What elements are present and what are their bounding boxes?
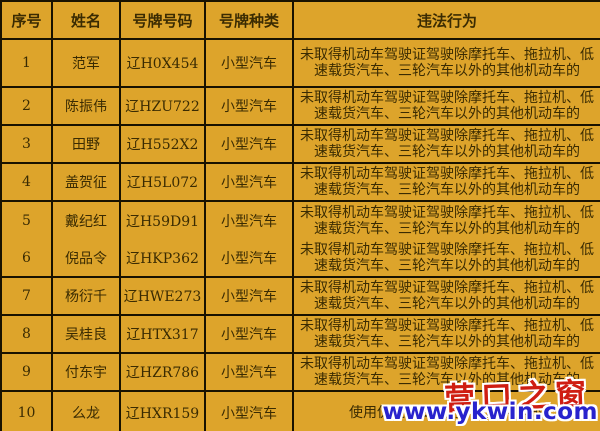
table-header-row: 序号 姓名 号牌号码 号牌种类 违法行为 <box>0 0 600 40</box>
cell-violation: 未取得机动车驾驶证驾驶除摩托车、拖拉机、低速载货汽车、三轮汽车以外的其他机动车的 <box>292 162 600 202</box>
table-row: 1 范军 辽H0X454 小型汽车 未取得机动车驾驶证驾驶除摩托车、拖拉机、低速… <box>0 38 600 88</box>
cell-name: 杨衍千 <box>51 276 121 316</box>
cell-plate: 辽HXR159 <box>119 390 206 431</box>
cell-name: 陈振伟 <box>51 86 121 126</box>
cell-name: 吴桂良 <box>51 314 121 354</box>
cell-violation: 未取得机动车驾驶证驾驶除摩托车、拖拉机、低速载货汽车、三轮汽车以外的其他机动车的 <box>292 314 600 354</box>
cell-name: 戴纪红 <box>51 200 121 239</box>
cell-no: 8 <box>0 314 53 354</box>
table-row: 6 倪品令 辽HKP362 小型汽车 未取得机动车驾驶证驾驶除摩托车、拖拉机、低… <box>0 239 600 278</box>
cell-violation: 未取得机动车驾驶证驾驶除摩托车、拖拉机、低速载货汽车、三轮汽车以外的其他机动车的 <box>292 276 600 316</box>
table-row: 7 杨衍千 辽HWE273 小型汽车 未取得机动车驾驶证驾驶除摩托车、拖拉机、低… <box>0 276 600 316</box>
cell-plate: 辽HWE273 <box>119 276 206 316</box>
cell-no: 4 <box>0 162 53 202</box>
cell-violation: 使用伪造、变造的机动车号牌的 <box>292 390 600 431</box>
cell-violation: 未取得机动车驾驶证驾驶除摩托车、拖拉机、低速载货汽车、三轮汽车以外的其他机动车的 <box>292 86 600 126</box>
cell-no: 2 <box>0 86 53 126</box>
cell-plate-type: 小型汽车 <box>204 86 294 126</box>
cell-name: 付东宇 <box>51 352 121 392</box>
column-header-plate-type: 号牌种类 <box>204 0 294 40</box>
cell-violation: 未取得机动车驾驶证驾驶除摩托车、拖拉机、低速载货汽车、三轮汽车以外的其他机动车的 <box>292 239 600 278</box>
table-row: 9 付东宇 辽HZR786 小型汽车 未取得机动车驾驶证驾驶除摩托车、拖拉机、低… <box>0 352 600 392</box>
table-row: 8 吴桂良 辽HTX317 小型汽车 未取得机动车驾驶证驾驶除摩托车、拖拉机、低… <box>0 314 600 354</box>
cell-violation: 未取得机动车驾驶证驾驶除摩托车、拖拉机、低速载货汽车、三轮汽车以外的其他机动车的 <box>292 38 600 88</box>
cell-plate-type: 小型汽车 <box>204 124 294 164</box>
cell-plate-type: 小型汽车 <box>204 276 294 316</box>
cell-no: 1 <box>0 38 53 88</box>
column-header-plate: 号牌号码 <box>119 0 206 40</box>
cell-plate-type: 小型汽车 <box>204 390 294 431</box>
cell-plate: 辽HTX317 <box>119 314 206 354</box>
cell-plate-type: 小型汽车 <box>204 200 294 239</box>
cell-violation: 未取得机动车驾驶证驾驶除摩托车、拖拉机、低速载货汽车、三轮汽车以外的其他机动车的 <box>292 200 600 239</box>
cell-plate-type: 小型汽车 <box>204 162 294 202</box>
cell-plate: 辽HZU722 <box>119 86 206 126</box>
cell-no: 10 <box>0 390 53 431</box>
column-header-violation: 违法行为 <box>292 0 600 40</box>
cell-no: 3 <box>0 124 53 164</box>
cell-plate: 辽H552X2 <box>119 124 206 164</box>
cell-name: 么龙 <box>51 390 121 431</box>
table-row: 2 陈振伟 辽HZU722 小型汽车 未取得机动车驾驶证驾驶除摩托车、拖拉机、低… <box>0 86 600 126</box>
cell-plate-type: 小型汽车 <box>204 314 294 354</box>
table-row: 3 田野 辽H552X2 小型汽车 未取得机动车驾驶证驾驶除摩托车、拖拉机、低速… <box>0 124 600 164</box>
cell-name: 田野 <box>51 124 121 164</box>
cell-plate-type: 小型汽车 <box>204 239 294 278</box>
cell-name: 倪品令 <box>51 239 121 278</box>
cell-no: 5 <box>0 200 53 239</box>
cell-plate-type: 小型汽车 <box>204 352 294 392</box>
table-row: 10 么龙 辽HXR159 小型汽车 使用伪造、变造的机动车号牌的 <box>0 390 600 431</box>
cell-plate: 辽H0X454 <box>119 38 206 88</box>
cell-plate: 辽HKP362 <box>119 239 206 278</box>
cell-plate-type: 小型汽车 <box>204 38 294 88</box>
cell-no: 7 <box>0 276 53 316</box>
cell-name: 盖贺征 <box>51 162 121 202</box>
cell-plate: 辽HZR786 <box>119 352 206 392</box>
table-row: 4 盖贺征 辽H5L072 小型汽车 未取得机动车驾驶证驾驶除摩托车、拖拉机、低… <box>0 162 600 202</box>
cell-plate: 辽H5L072 <box>119 162 206 202</box>
column-header-name: 姓名 <box>51 0 121 40</box>
cell-plate: 辽H59D91 <box>119 200 206 239</box>
cell-violation: 未取得机动车驾驶证驾驶除摩托车、拖拉机、低速载货汽车、三轮汽车以外的其他机动车的 <box>292 124 600 164</box>
cell-no: 6 <box>0 239 53 278</box>
cell-violation: 未取得机动车驾驶证驾驶除摩托车、拖拉机、低速载货汽车、三轮汽车以外的其他机动车的 <box>292 352 600 392</box>
table-row: 5 戴纪红 辽H59D91 小型汽车 未取得机动车驾驶证驾驶除摩托车、拖拉机、低… <box>0 200 600 239</box>
cell-no: 9 <box>0 352 53 392</box>
cell-name: 范军 <box>51 38 121 88</box>
column-header-no: 序号 <box>0 0 53 40</box>
